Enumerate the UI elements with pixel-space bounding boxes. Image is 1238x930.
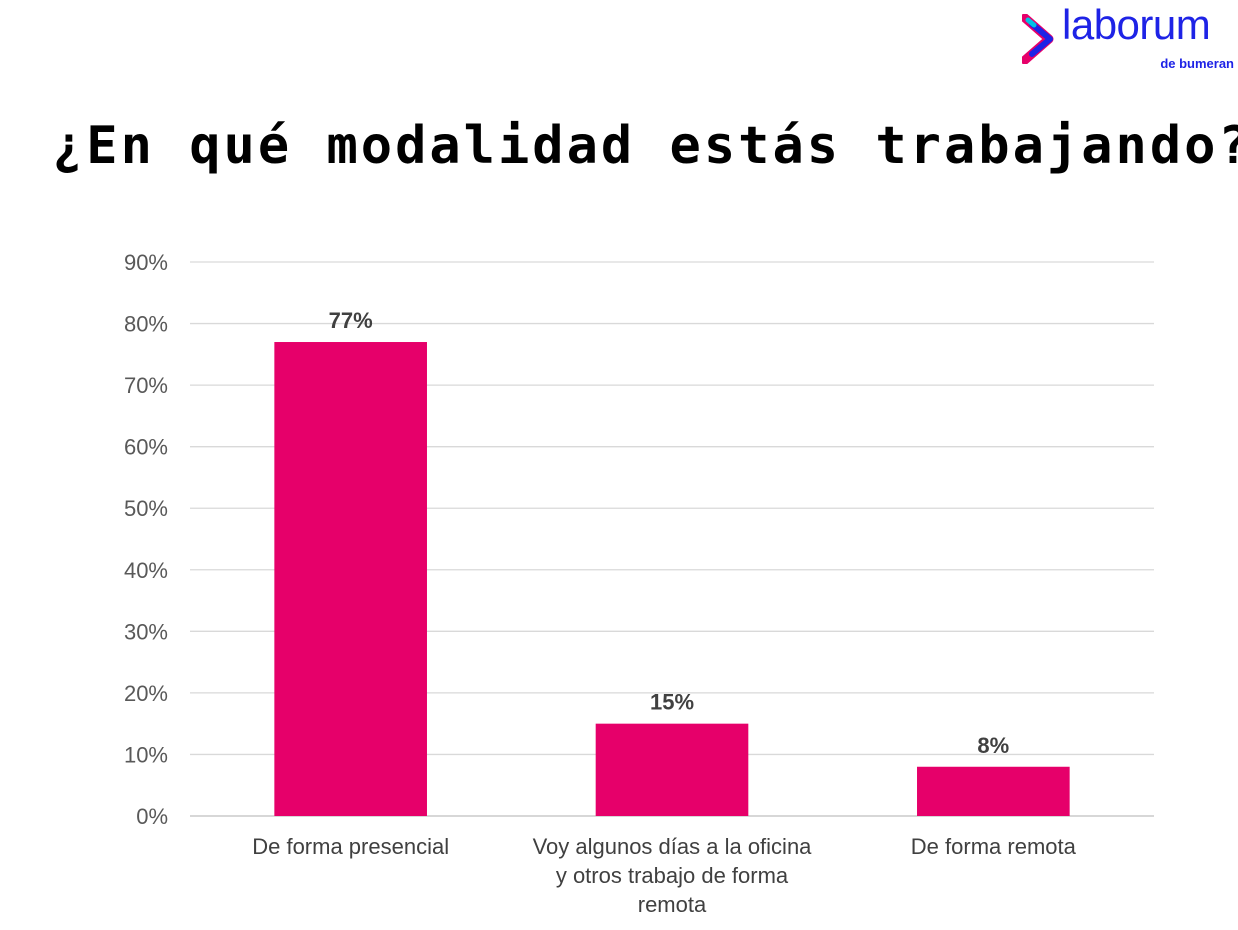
y-tick-label: 80% — [124, 312, 168, 337]
brand-tagline: de bumeran — [1160, 56, 1234, 71]
x-axis-categories: De forma presencial Voy algunos días a la… — [252, 834, 1076, 917]
y-tick-label: 30% — [124, 619, 168, 644]
bars — [274, 342, 1070, 816]
bar-data-label: 77% — [329, 308, 373, 333]
y-tick-label: 90% — [124, 250, 168, 275]
y-tick-label: 50% — [124, 496, 168, 521]
bar — [595, 723, 749, 816]
y-axis-ticks: 0% 10% 20% 30% 40% 50% 60% 70% 80% 90% — [124, 250, 168, 829]
y-tick-label: 0% — [136, 804, 168, 829]
bar-data-label: 8% — [977, 733, 1009, 758]
bar — [917, 766, 1070, 816]
y-tick-label: 20% — [124, 681, 168, 706]
brand-name: laborum — [1062, 1, 1211, 48]
y-tick-label: 60% — [124, 435, 168, 460]
y-tick-label: 40% — [124, 558, 168, 583]
x-category-label: Voy algunos días a la oficina y otros tra… — [533, 834, 813, 917]
y-tick-label: 10% — [124, 742, 168, 767]
data-labels: 77% 15% 8% — [329, 308, 1010, 758]
x-category-label: De forma remota — [911, 834, 1077, 859]
brand-logo: laborum de bumeran — [1022, 4, 1236, 74]
laborum-logo-icon — [1022, 14, 1054, 64]
y-tick-label: 70% — [124, 373, 168, 398]
bar — [274, 342, 427, 816]
bar-data-label: 15% — [650, 690, 694, 715]
x-category-label: De forma presencial — [252, 834, 449, 859]
chart-title: ¿En qué modalidad estás trabajando? — [52, 116, 1238, 176]
